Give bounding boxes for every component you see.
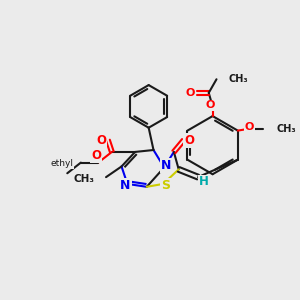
Text: ethyl: ethyl — [50, 159, 73, 168]
Text: O: O — [186, 88, 195, 98]
Text: CH₃: CH₃ — [74, 174, 94, 184]
Text: CH₃: CH₃ — [277, 124, 296, 134]
Text: N: N — [120, 179, 130, 192]
Text: CH₃: CH₃ — [228, 74, 248, 84]
Text: O: O — [91, 149, 101, 162]
Text: O: O — [96, 134, 106, 147]
Text: H: H — [199, 176, 209, 188]
Text: S: S — [160, 179, 169, 192]
Text: O: O — [184, 134, 194, 147]
Text: H: H — [201, 176, 211, 188]
Text: O: O — [206, 100, 215, 110]
Text: O: O — [245, 122, 254, 132]
Text: N: N — [161, 159, 171, 172]
